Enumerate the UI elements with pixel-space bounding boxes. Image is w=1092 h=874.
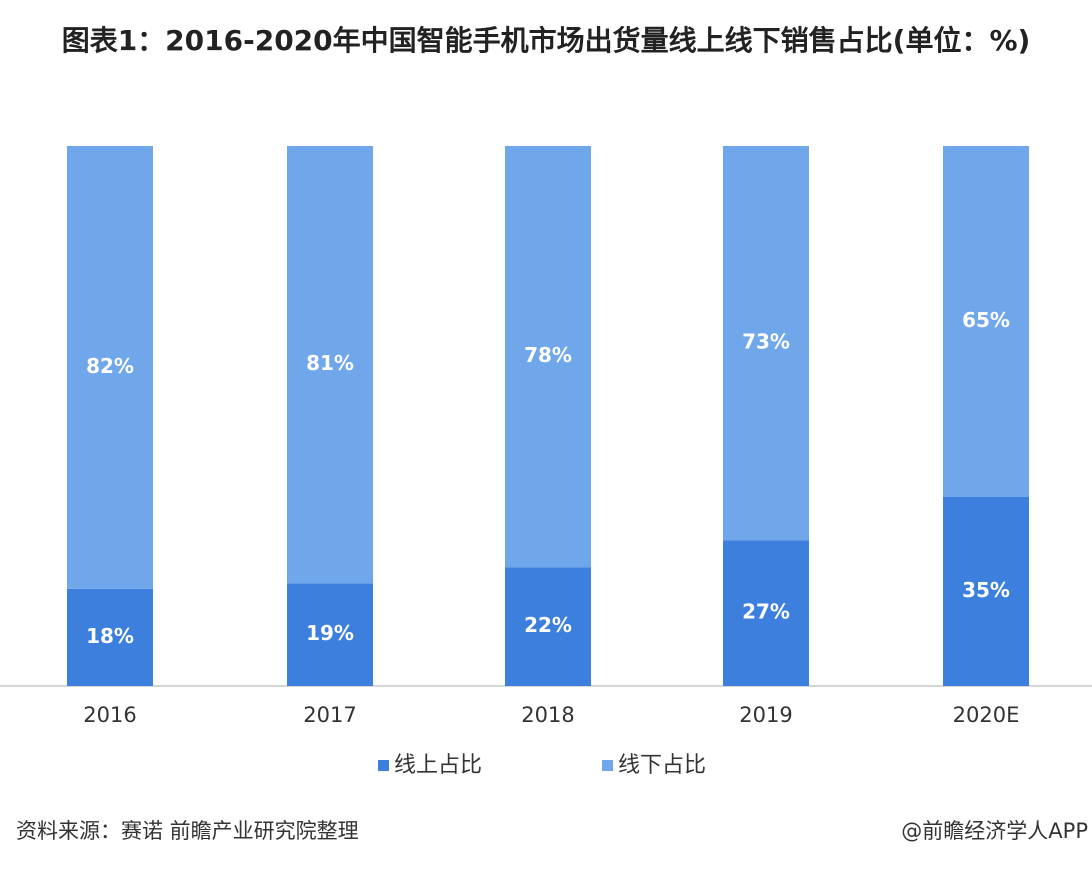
bar-segment xyxy=(67,146,153,589)
legend-swatch xyxy=(378,760,389,771)
data-label: 81% xyxy=(306,351,354,375)
data-label: 22% xyxy=(524,613,572,637)
data-label: 18% xyxy=(86,624,134,648)
data-label: 65% xyxy=(962,308,1010,332)
x-tick-label: 2020E xyxy=(953,703,1020,727)
bar-segment xyxy=(505,146,591,568)
data-label: 73% xyxy=(742,330,790,354)
x-tick-label: 2017 xyxy=(303,703,356,727)
bar-segment xyxy=(287,146,373,584)
x-tick-label: 2018 xyxy=(521,703,574,727)
x-tick-label: 2016 xyxy=(83,703,136,727)
bar-segment xyxy=(287,583,373,686)
bar-segment xyxy=(723,146,809,541)
source: 资料来源：赛诺 前瞻产业研究院整理 xyxy=(16,819,359,843)
data-label: 19% xyxy=(306,621,354,645)
data-label: 78% xyxy=(524,343,572,367)
legend-label: 线下占比 xyxy=(618,753,706,778)
data-label: 82% xyxy=(86,354,134,378)
x-tick-label: 2019 xyxy=(739,703,792,727)
legend-label: 线上占比 xyxy=(394,753,482,778)
chart-title: 图表1：2016-2020年中国智能手机市场出货量线上线下销售占比(单位：%) xyxy=(61,24,1031,57)
legend-swatch xyxy=(602,760,613,771)
bar-segment xyxy=(943,497,1029,686)
data-label: 27% xyxy=(742,600,790,624)
credit: @前瞻经济学人APP xyxy=(901,819,1088,843)
data-label: 35% xyxy=(962,578,1010,602)
bar-segment xyxy=(505,567,591,686)
bar-segment xyxy=(67,588,153,686)
bar-segment xyxy=(943,146,1029,497)
bar-segment xyxy=(723,540,809,686)
